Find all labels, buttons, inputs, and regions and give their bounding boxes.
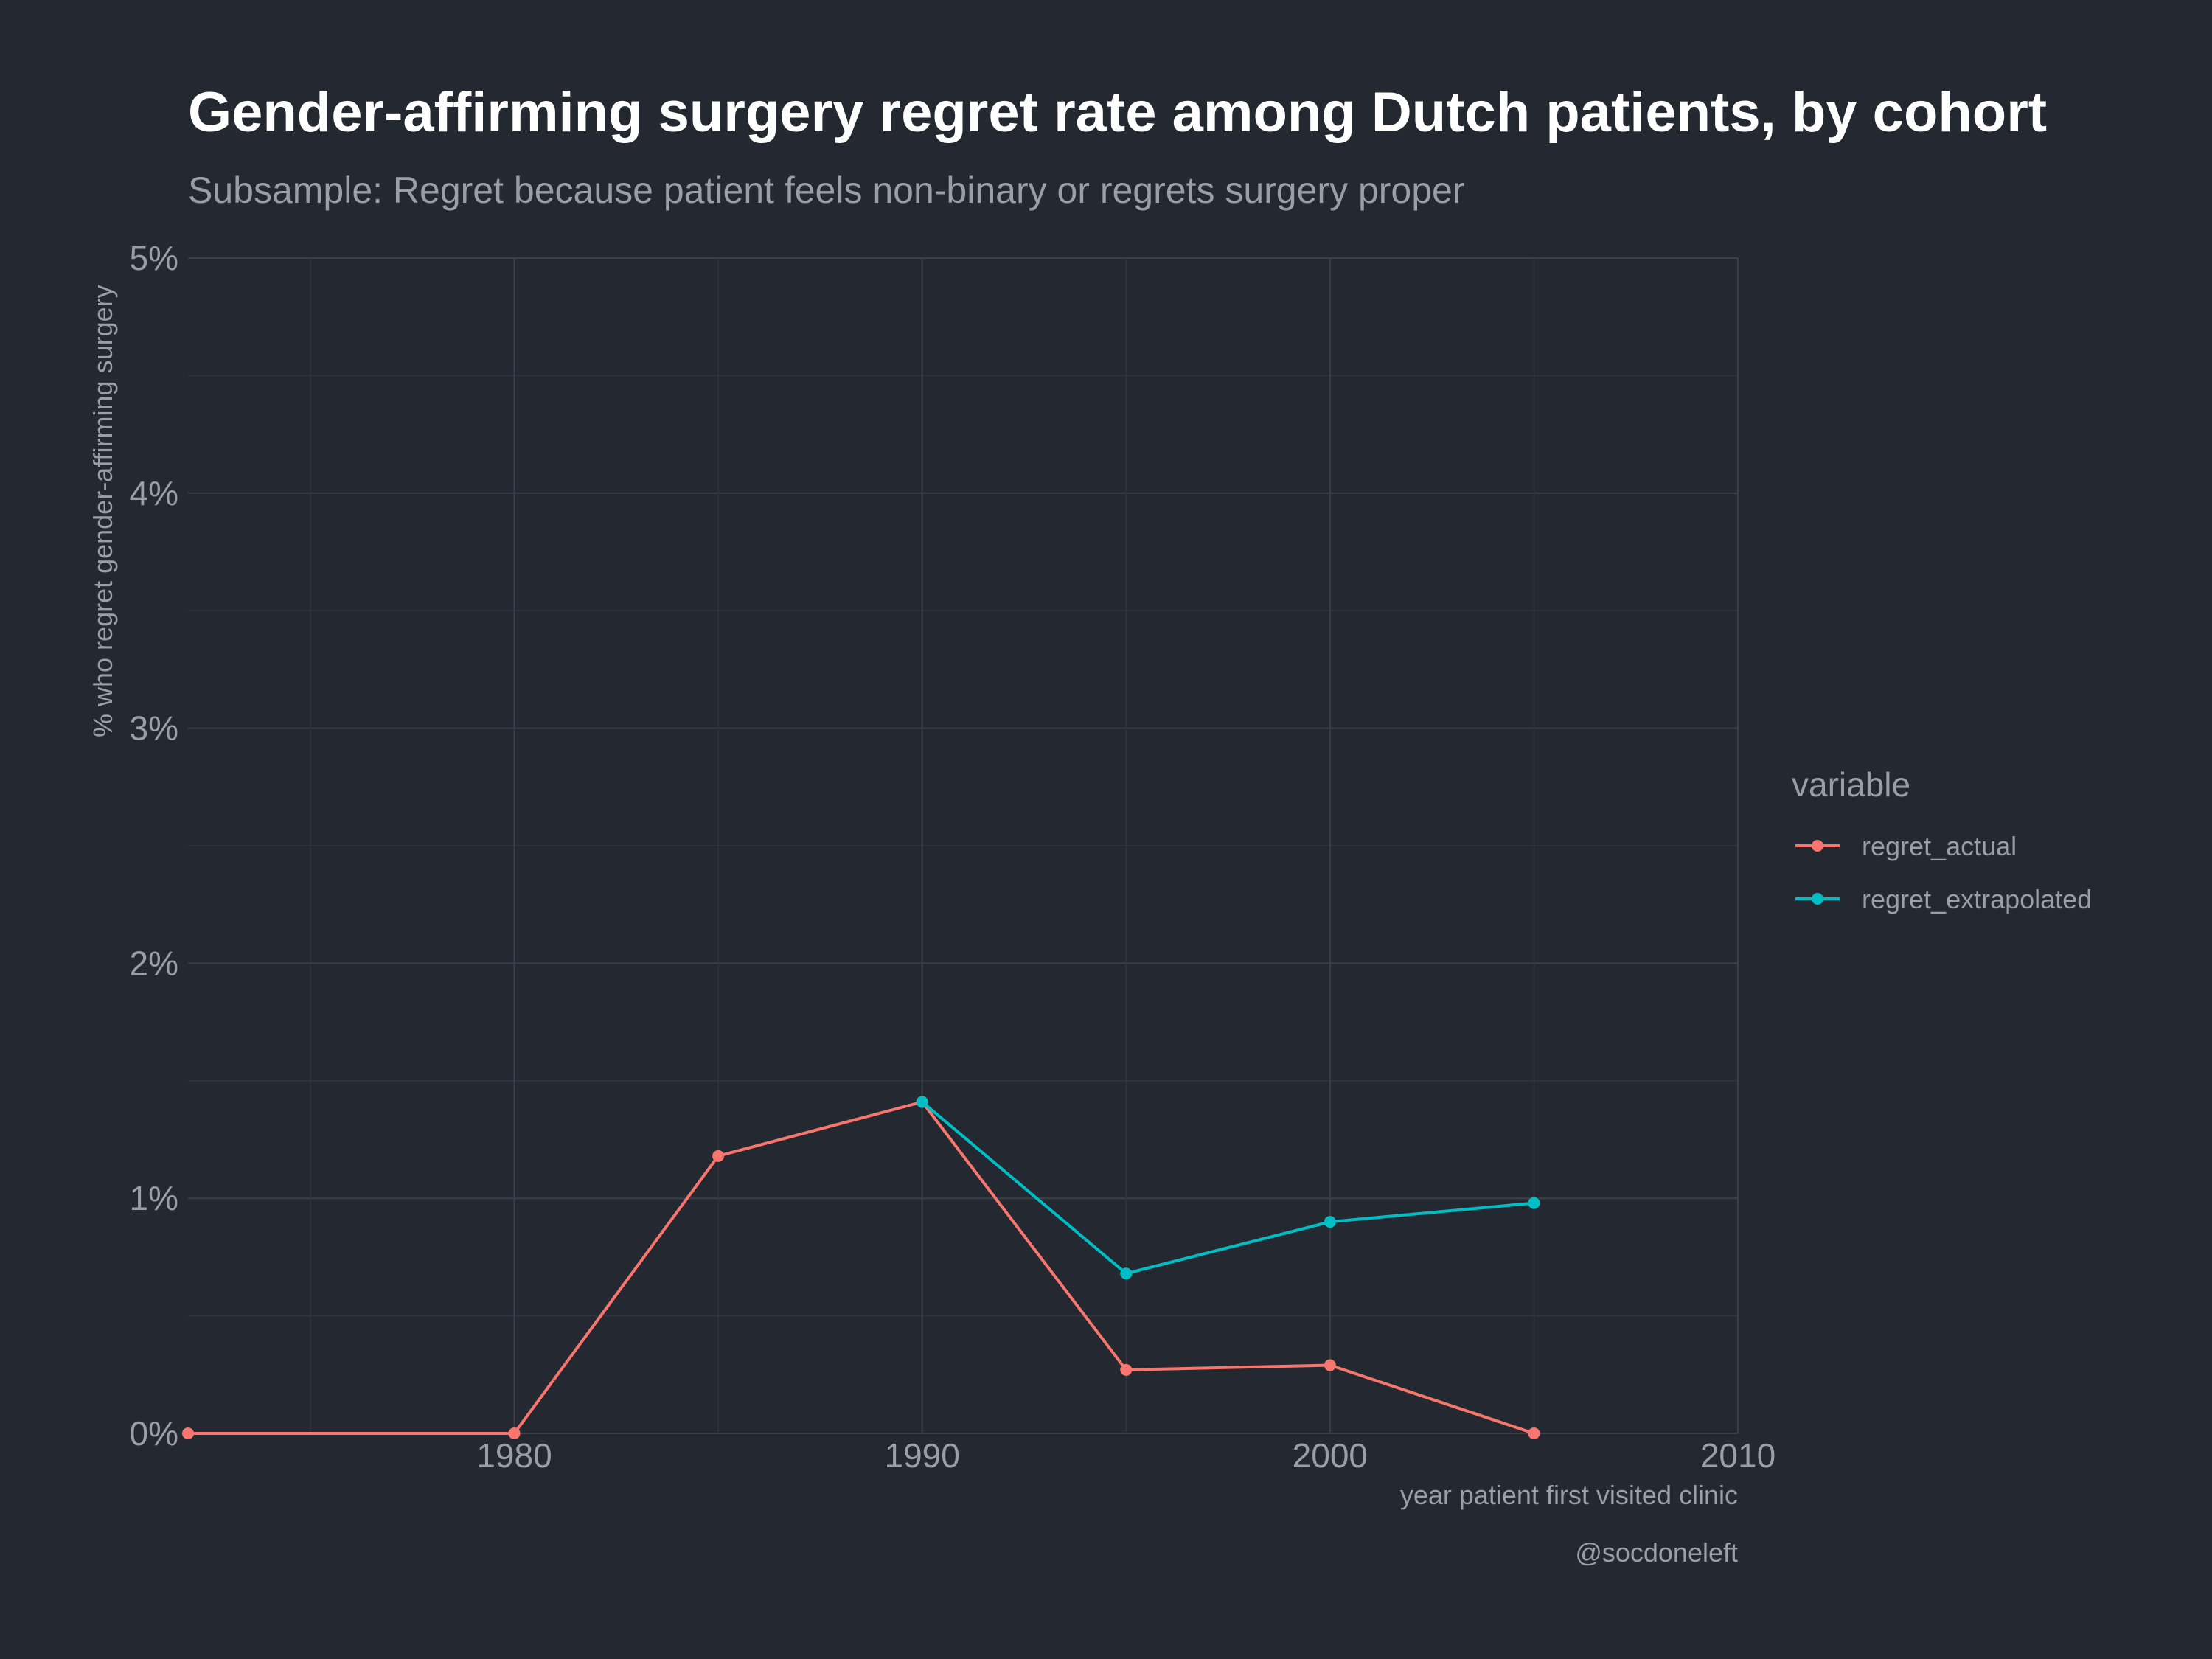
legend-item-regret_actual: regret_actual bbox=[1795, 831, 2017, 861]
legend-label: regret_actual bbox=[1862, 831, 2017, 861]
y-tick-label: 3% bbox=[130, 709, 178, 748]
data-point-regret_actual bbox=[1324, 1359, 1336, 1371]
data-point-regret_extrapolated bbox=[1324, 1216, 1336, 1228]
x-axis-ticks: 1980 1990 2000 2010 bbox=[476, 1436, 1775, 1475]
y-tick-label: 4% bbox=[130, 474, 178, 512]
series-line-regret_actual bbox=[188, 1100, 1535, 1435]
x-tick-label: 2000 bbox=[1293, 1436, 1368, 1475]
data-point-regret_extrapolated bbox=[1528, 1197, 1540, 1209]
x-tick-label: 1990 bbox=[885, 1436, 960, 1475]
grid bbox=[188, 257, 1739, 1434]
data-point-regret_extrapolated bbox=[916, 1096, 928, 1108]
legend-key-point bbox=[1812, 893, 1823, 905]
chart-subtitle: Subsample: Regret because patient feels … bbox=[188, 170, 1465, 211]
x-tick-label: 2010 bbox=[1700, 1436, 1775, 1475]
chart-title: Gender-affirming surgery regret rate amo… bbox=[188, 81, 2047, 144]
data-point-regret_actual bbox=[712, 1150, 725, 1162]
y-tick-label: 1% bbox=[130, 1179, 178, 1217]
y-tick-label: 5% bbox=[130, 239, 178, 277]
data-point-regret_actual bbox=[182, 1427, 194, 1439]
data-point-regret_actual bbox=[508, 1427, 521, 1439]
legend-item-regret_extrapolated: regret_extrapolated bbox=[1795, 884, 2092, 914]
series bbox=[182, 1096, 1540, 1439]
data-point-regret_actual bbox=[1120, 1363, 1133, 1376]
y-tick-label: 0% bbox=[130, 1414, 178, 1453]
chart-caption: @socdoneleft bbox=[1575, 1537, 1738, 1568]
y-axis-label: % who regret gender-affirming surgery bbox=[88, 285, 118, 737]
x-tick-label: 1980 bbox=[476, 1436, 552, 1475]
legend-items: regret_actual regret_extrapolated bbox=[1795, 831, 2092, 914]
x-axis-label: year patient first visited clinic bbox=[1400, 1480, 1738, 1510]
data-point-regret_extrapolated bbox=[1120, 1267, 1133, 1280]
y-axis-ticks: 0% 1% 2% 3% 4% 5% bbox=[130, 239, 178, 1453]
legend-key-point bbox=[1812, 840, 1823, 852]
series-line-regret_extrapolated bbox=[921, 1100, 1534, 1276]
y-tick-label: 2% bbox=[130, 944, 178, 982]
legend: variable regret_actual regret_extrapolate… bbox=[1792, 765, 2092, 914]
legend-label: regret_extrapolated bbox=[1862, 884, 2092, 914]
legend-title: variable bbox=[1792, 765, 1910, 804]
data-point-regret_actual bbox=[1528, 1427, 1540, 1439]
